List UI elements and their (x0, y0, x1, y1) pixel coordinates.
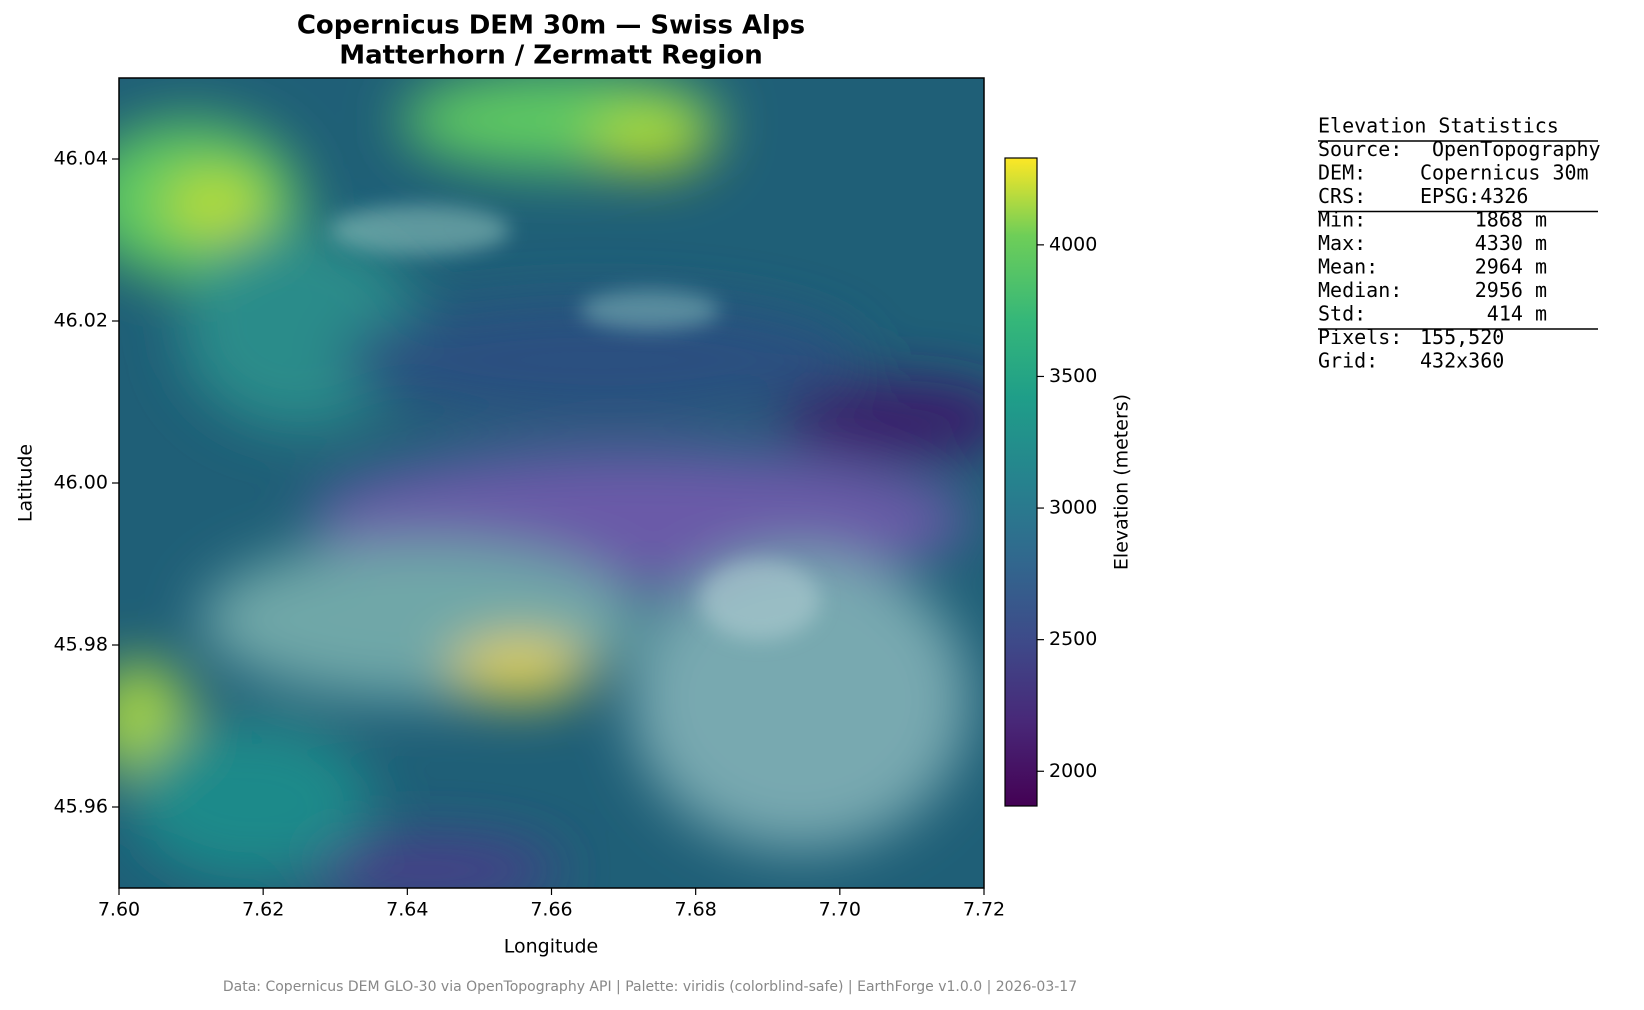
footer: Data: Copernicus DEM GLO-30 via OpenTopo… (223, 979, 1077, 995)
stats-label: Pixels: (1318, 325, 1402, 349)
y-tick-label: 46.02 (54, 310, 108, 332)
stats-label: DEM: (1318, 161, 1366, 185)
stats-label: Grid: (1318, 349, 1378, 373)
stats-value: EPSG:4326 (1420, 184, 1528, 208)
colorbar (1004, 157, 1038, 807)
colorbar-label: Elevation (meters) (1111, 394, 1133, 570)
stats-value: OpenTopography (1432, 137, 1601, 161)
x-tick-label: 7.66 (530, 899, 572, 921)
stats-value: 1868 m (1475, 208, 1547, 232)
stats-value: 155,520 (1420, 325, 1504, 349)
terrain-raster (119, 78, 984, 888)
stats-label: CRS: (1318, 184, 1366, 208)
stats-value: Copernicus 30m (1420, 161, 1589, 185)
stats-title: Elevation Statistics (1318, 114, 1559, 138)
stats-label: Max: (1318, 231, 1366, 255)
x-tick-label: 7.68 (675, 899, 717, 921)
x-tick-label: 7.62 (242, 899, 284, 921)
x-tick-label: 7.72 (963, 899, 1005, 921)
x-tick-label: 7.60 (98, 899, 140, 921)
chart-subtitle: Matterhorn / Zermatt Region (339, 41, 762, 71)
stats-label: Min: (1318, 208, 1366, 232)
stats-label: Source: (1318, 137, 1402, 161)
stats-value: 432x360 (1420, 349, 1504, 373)
stats-value: 4330 m (1475, 231, 1547, 255)
stats-value: 2956 m (1475, 278, 1547, 302)
stats-value: 414 m (1487, 302, 1547, 326)
colorbar-tick-label: 3000 (1049, 497, 1097, 519)
stats-label: Median: (1318, 278, 1402, 302)
y-tick-label: 45.98 (54, 634, 108, 656)
chart-title: Copernicus DEM 30m — Swiss Alps (297, 11, 805, 41)
y-axis-label: Latitude (15, 444, 37, 522)
x-tick-label: 7.64 (386, 899, 428, 921)
stats-label: Mean: (1318, 255, 1378, 279)
stats-value: 2964 m (1475, 255, 1547, 279)
x-axis-label: Longitude (504, 936, 599, 958)
colorbar-tick-label: 2500 (1049, 628, 1097, 650)
y-tick-label: 45.96 (54, 796, 108, 818)
colorbar-tick-label: 2000 (1049, 760, 1097, 782)
y-tick-label: 46.04 (54, 148, 108, 170)
colorbar-tick-label: 3500 (1049, 365, 1097, 387)
colorbar-tick-label: 4000 (1049, 233, 1097, 255)
stats-label: Std: (1318, 302, 1366, 326)
x-tick-label: 7.70 (819, 899, 861, 921)
y-tick-label: 46.00 (54, 472, 108, 494)
